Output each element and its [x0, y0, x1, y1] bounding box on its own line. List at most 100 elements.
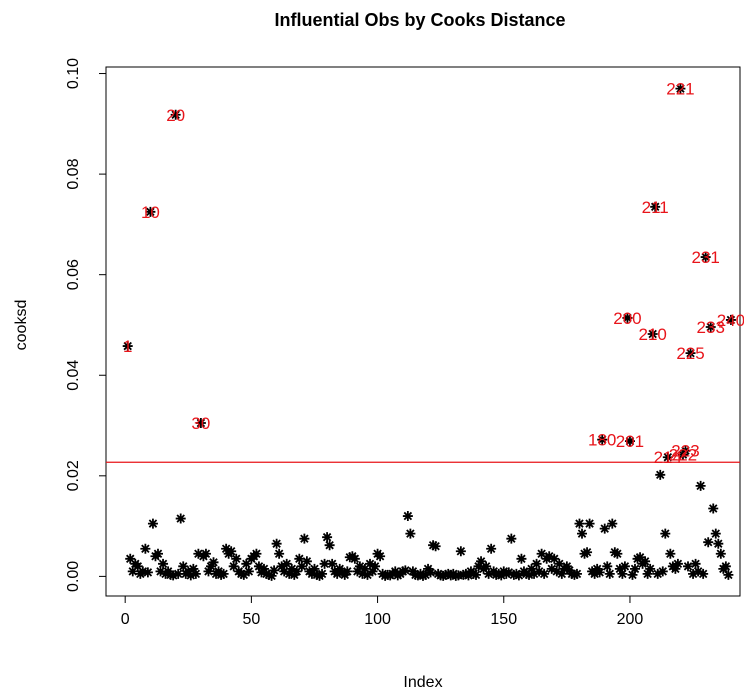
point	[319, 558, 330, 569]
point	[357, 568, 368, 579]
point	[258, 563, 269, 574]
point	[127, 566, 138, 577]
point	[645, 563, 656, 574]
point	[506, 533, 517, 544]
point-label: 1	[123, 337, 132, 356]
point	[650, 201, 661, 212]
point	[279, 566, 290, 577]
point	[521, 568, 532, 579]
point	[352, 566, 363, 577]
point	[508, 569, 519, 580]
point	[582, 547, 593, 558]
point	[453, 570, 464, 581]
point	[539, 568, 550, 579]
point	[551, 566, 562, 577]
point	[147, 518, 158, 529]
point-label: 211	[642, 198, 669, 217]
point	[584, 518, 595, 529]
point	[700, 252, 711, 263]
point	[317, 568, 328, 579]
point	[440, 569, 451, 580]
point	[612, 548, 623, 559]
point	[471, 569, 482, 580]
point	[291, 566, 302, 577]
point	[425, 567, 436, 578]
point	[513, 570, 524, 581]
point	[205, 561, 216, 572]
point	[685, 348, 696, 359]
point	[140, 543, 151, 554]
point	[420, 569, 431, 580]
point	[642, 568, 653, 579]
point	[688, 568, 699, 579]
point	[703, 537, 714, 548]
point	[665, 548, 676, 559]
point	[400, 565, 411, 576]
point-label: 201	[616, 432, 644, 451]
point	[486, 543, 497, 554]
point	[301, 556, 312, 567]
point	[496, 570, 507, 581]
point	[622, 312, 633, 323]
point	[195, 418, 206, 429]
x-tick-label: 150	[490, 611, 517, 628]
point	[577, 528, 588, 539]
point	[226, 546, 237, 557]
point	[284, 568, 295, 579]
point	[309, 563, 320, 574]
point-label: 214	[654, 448, 682, 467]
point-label: 180	[588, 431, 616, 450]
point	[627, 569, 638, 580]
point	[725, 314, 736, 325]
point	[549, 553, 560, 564]
point	[624, 436, 635, 447]
point	[455, 546, 466, 557]
point	[713, 538, 724, 549]
point	[402, 511, 413, 522]
point	[503, 567, 514, 578]
point	[397, 566, 408, 577]
point	[635, 552, 646, 563]
point	[680, 445, 691, 456]
point	[604, 568, 615, 579]
point	[251, 548, 262, 559]
point	[311, 569, 322, 580]
point	[430, 541, 441, 552]
point	[281, 558, 292, 569]
point	[299, 533, 310, 544]
point-label: 30	[191, 414, 210, 433]
point-label: 231	[691, 248, 719, 267]
point	[619, 561, 630, 572]
point	[264, 569, 275, 580]
point	[617, 568, 628, 579]
point	[554, 558, 565, 569]
point	[276, 561, 287, 572]
point	[183, 566, 194, 577]
point	[473, 561, 484, 572]
point	[561, 561, 572, 572]
y-axis-label: cooksd	[13, 300, 30, 351]
point	[375, 551, 386, 562]
point	[491, 569, 502, 580]
point	[142, 567, 153, 578]
point	[428, 540, 439, 551]
point	[418, 570, 428, 581]
point	[463, 570, 474, 581]
y-tick-label: 0.08	[65, 158, 82, 189]
point	[675, 83, 686, 94]
point	[188, 563, 199, 574]
point	[599, 523, 610, 534]
point	[614, 563, 625, 574]
point	[481, 561, 492, 572]
point-label: 210	[638, 325, 666, 344]
point	[322, 532, 333, 543]
point	[137, 566, 148, 577]
x-tick-label: 200	[617, 611, 644, 628]
point	[662, 452, 673, 463]
point	[690, 558, 701, 569]
point	[647, 329, 658, 340]
point	[556, 568, 567, 579]
point	[359, 563, 370, 574]
point	[266, 570, 277, 581]
point	[683, 561, 694, 572]
